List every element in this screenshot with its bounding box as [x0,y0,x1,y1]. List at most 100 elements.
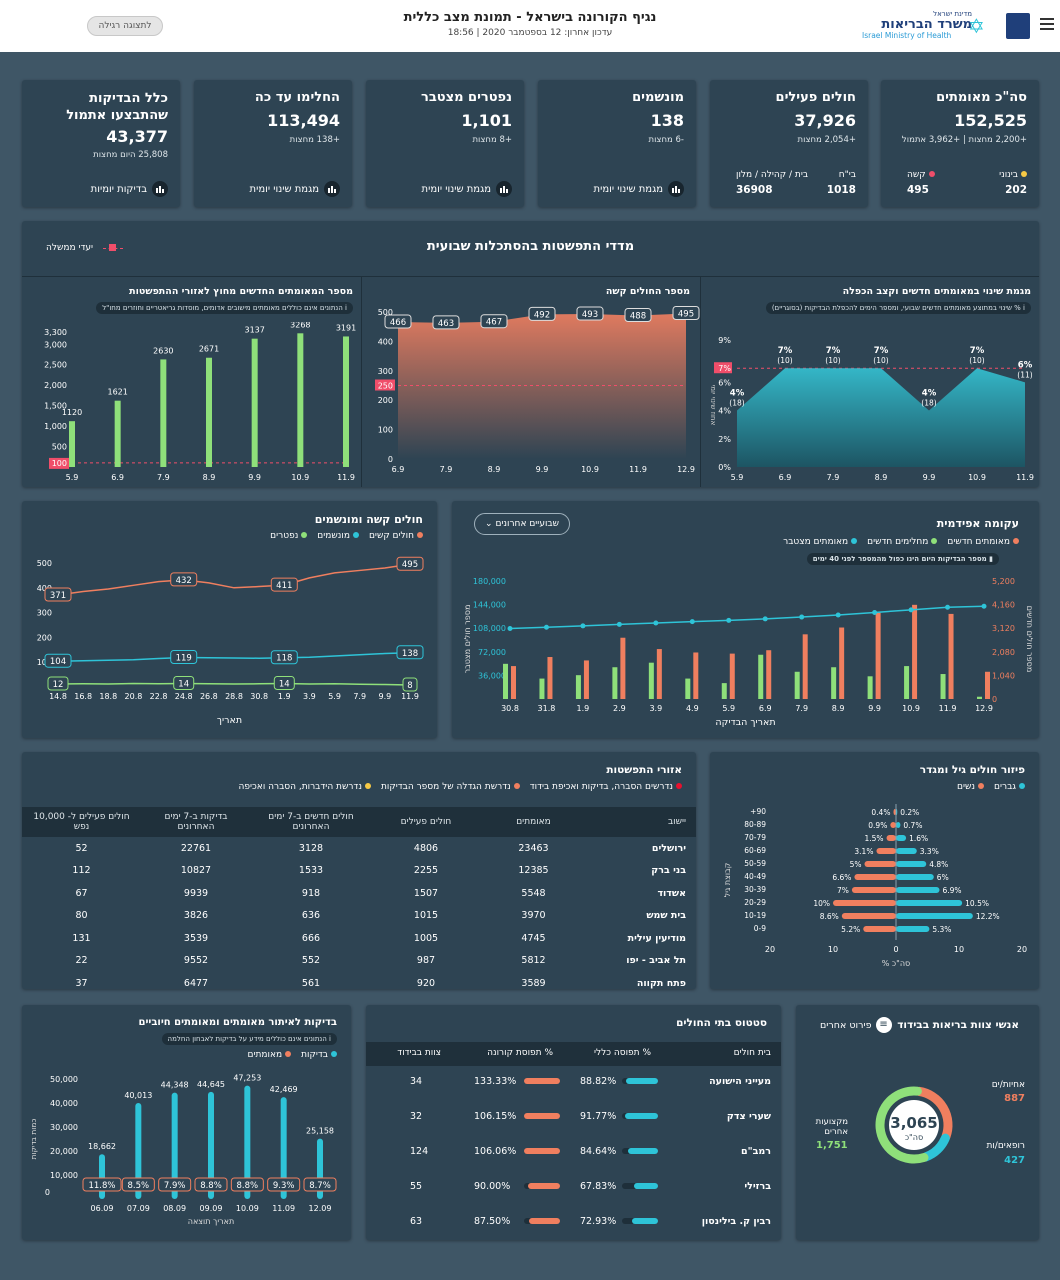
table-cell: 6477 [183,977,209,989]
y-right-tick-label: 5,200 [992,577,1015,586]
hospital-row[interactable]: רמב"ם 84.64% 106.06% 124 [366,1136,781,1171]
tests-legend: בדיקות מאומתים [248,1050,337,1060]
table-row[interactable]: ירושלים 23463 4806 3128 22761 52 [22,837,696,860]
y-tick-zero: 0 [45,1188,50,1197]
y-tick-label: 9% [718,336,731,345]
daily-tests-link[interactable]: בדיקות יומיות [91,181,168,197]
legend-item[interactable]: מאומתים [248,1050,292,1060]
data-label-box [624,308,652,323]
x-tick-label: 06.09 [91,1204,114,1213]
y-tick-label: 1,000 [44,422,67,431]
kpi-value: 152,525 [954,111,1027,130]
col-header[interactable]: חולים חדשים ב-7 ימים האחרונים [268,812,354,832]
severe-patients-chart: מספר החולים קשה 0 100 200 250 300 400 500 466 6.… [361,276,700,487]
col-header[interactable]: צוות בבידוד [397,1048,441,1058]
general-occupancy: 67.83% [580,1181,617,1192]
staff-isolation: 32 [410,1111,423,1122]
y-tick-label: 40,000 [50,1099,78,1108]
staff-isolation: 124 [410,1146,429,1157]
kpi-sub: 25,808 היום מחצות [93,150,168,160]
period-dropdown[interactable]: שבועיים אחרונים ⌄ [474,513,570,535]
x-tick-label: 09.09 [200,1204,223,1213]
general-occupancy-bar [622,1113,658,1119]
kpi-value: 37,926 [794,111,856,130]
age-group-label: 30-39 [744,885,766,894]
bar-recovered [831,667,837,699]
col-header[interactable]: חולים פעילים ל- 10,000 נפש [33,812,130,832]
pct-label-box [267,1177,301,1192]
col-header[interactable]: חולים פעילים [400,817,452,827]
daily-trend-link[interactable]: מגמת שינוי יומית [422,181,512,197]
hospital-row[interactable]: ברזילי 67.83% 90.00% 55 [366,1171,781,1206]
last-updated: עדכון אחרון: 12 בספטמבר 2020 | 18:56 [447,28,613,38]
col-header[interactable]: % תפוסה כללי [594,1048,651,1058]
moderate-dot-icon [1021,171,1027,177]
data-label: 495 [678,309,694,319]
col-header[interactable]: % תפוסת קורונה [487,1048,553,1058]
bar-men [896,874,934,880]
col-header[interactable]: בדיקות ב-7 ימים האחרונים [164,812,228,832]
age-title: פיזור חולים גיל ומגדר [919,764,1025,776]
legend-item[interactable]: נשים [957,782,985,792]
breakdown-link[interactable]: ≡ פירוט אחרים [820,1017,892,1033]
daily-trend-link[interactable]: מגמת שינוי יומית [250,181,340,197]
col-header[interactable]: בית חולים [733,1048,771,1058]
x-tick-label: 8.9 [832,704,845,713]
cumulative-point [908,607,914,613]
table-row[interactable]: תל אביב - יפו 5812 987 552 9552 22 [22,950,696,973]
general-occupancy: 91.77% [580,1111,617,1122]
y-tick-label: 100 [378,426,393,435]
table-row[interactable]: אשדוד 5548 1507 918 9939 67 [22,882,696,905]
legend-item[interactable]: חולים קשים [369,531,423,541]
data-sublabel: (10) [969,356,984,365]
hospitals-table-header: בית חולים % תפוסה כללי % תפוסת קורונה צו… [366,1042,781,1066]
age-group-label: 50-59 [744,859,766,868]
y-right-tick-label: 2,080 [992,648,1015,657]
pct-label: 8.7% [309,1181,331,1191]
data-label: 118 [276,654,292,664]
menu-icon[interactable] [1040,18,1054,32]
staff-title: אנשי צוות בריאות בבידוד [897,1019,1019,1031]
table-row[interactable]: בני ברק 12385 2255 1533 10827 112 [22,860,696,883]
table-row[interactable]: פתח תקווה 3589 920 561 6477 37 [22,972,696,989]
age-group-label: 40-49 [744,872,766,881]
daily-trend-link[interactable]: מגמת שינוי יומית [594,181,684,197]
legend-item[interactable]: נפטרים [270,531,308,541]
y-tick-label: 200 [37,633,52,642]
x-tick-label: 30.8 [501,704,519,713]
corona-occupancy: 87.50% [474,1216,511,1227]
x-axis-label: תאריך תוצאה [188,1217,235,1226]
table-row[interactable]: מודיעין עילית 4745 1005 666 3539 131 [22,927,696,950]
table-cell: 561 [301,977,321,989]
legend-item[interactable]: מאומתים חדשים [947,537,1019,547]
pct-label: 7.9% [164,1181,186,1191]
legend-dot-icon [1019,783,1025,789]
legend-dot-icon [513,783,520,789]
legend-item[interactable]: מונשמים [317,531,359,541]
table-row[interactable]: בית שמש 3970 1015 636 3826 80 [22,905,696,928]
data-sublabel: (10) [777,356,792,365]
x-axis-label: % סה"כ [882,959,910,968]
legend-item[interactable]: מאומתים מצטבר [783,537,858,547]
legend-item[interactable]: גברים [994,782,1025,792]
hospital-row[interactable]: רבין ק. בילינסון 72.93% 87.50% 63 [366,1206,781,1241]
hospital-row[interactable]: מעייני הישועה 88.82% 133.33% 34 [366,1066,781,1101]
normal-view-button[interactable]: לתצוגה רגילה [87,16,163,36]
kpi-sub: +8 מחצות [472,135,512,145]
city-name: אשדוד [657,887,686,899]
legend-item[interactable]: בדיקות [301,1050,337,1060]
hospital-row[interactable]: שערי צדק 91.77% 106.15% 32 [366,1101,781,1136]
bar-chart-icon: ▮ [986,555,993,563]
home-label: בית / קהילה / מלון [736,170,809,180]
legend-item[interactable]: מחלימים חדשים [867,537,938,547]
col-header[interactable]: יישוב [667,817,686,827]
x-tick-label: 14.8 [49,692,67,701]
data-label: 2671 [199,345,219,354]
col-header[interactable]: מאומתים [516,817,551,827]
cumulative-point [616,621,622,627]
data-label: 18,662 [88,1142,116,1151]
y-tick-label: 0% [718,463,731,472]
general-occupancy-bar [622,1183,658,1189]
data-label: 463 [438,319,454,329]
